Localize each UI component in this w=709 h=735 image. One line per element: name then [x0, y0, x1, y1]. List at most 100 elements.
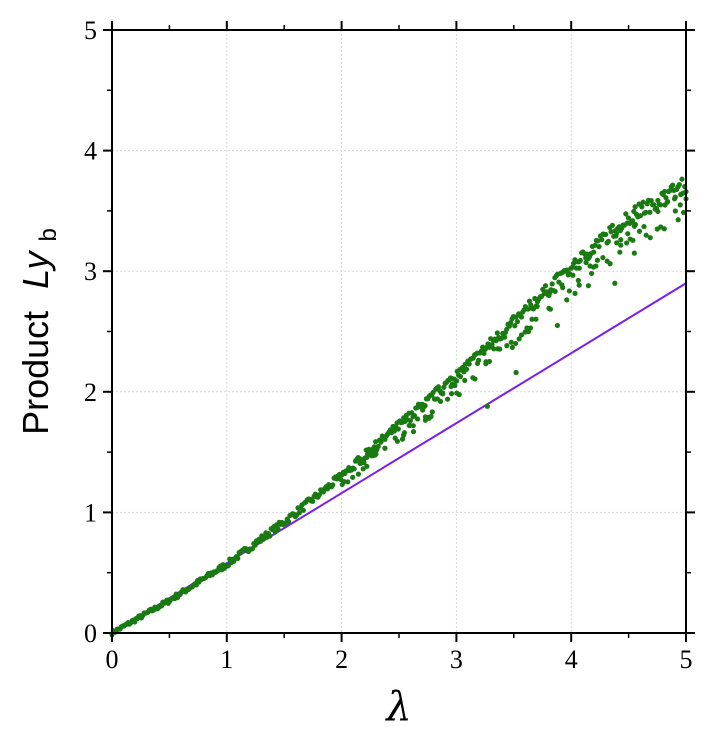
data-point [422, 403, 428, 409]
data-point [330, 482, 336, 488]
data-point [351, 466, 357, 472]
data-point [636, 228, 643, 234]
data-point [623, 211, 629, 217]
data-point [594, 257, 601, 263]
data-point [345, 479, 351, 485]
data-point [670, 182, 676, 188]
data-point [513, 340, 519, 347]
data-point [472, 376, 478, 382]
data-point [625, 231, 631, 237]
x-tick-label: 5 [680, 645, 693, 674]
data-point-outlier [484, 403, 490, 409]
plot-frame [111, 29, 687, 634]
data-point [632, 204, 638, 210]
data-point [593, 263, 599, 269]
data-point [614, 240, 620, 246]
data-point [605, 238, 611, 244]
data-point [596, 244, 602, 250]
y-axis-label-symbol: Ly [15, 249, 56, 288]
data-point [378, 439, 384, 445]
data-point [577, 257, 583, 264]
data-point [462, 377, 468, 384]
data-point [407, 418, 413, 424]
data-point [651, 202, 657, 208]
data-point [599, 237, 605, 243]
data-point [570, 272, 576, 278]
data-point [529, 316, 535, 322]
data-point [572, 290, 578, 296]
data-point [373, 451, 379, 457]
x-axis-label: λ [384, 684, 411, 730]
data-point [452, 382, 458, 389]
data-point [576, 265, 582, 271]
data-point [542, 283, 549, 289]
y-tick-label: 0 [84, 619, 97, 648]
data-point [569, 264, 575, 270]
data-point [576, 282, 582, 288]
data-point [391, 428, 397, 434]
data-point [676, 182, 682, 188]
data-point [372, 439, 379, 445]
data-point [643, 232, 649, 238]
data-point [533, 316, 539, 322]
data-point [648, 197, 654, 204]
x-tick-label: 3 [450, 645, 463, 674]
data-point [591, 249, 597, 255]
y-axis-label: Product Ly b [15, 228, 62, 435]
data-point [474, 360, 481, 366]
y-tick-label: 3 [84, 257, 97, 286]
data-point [364, 463, 370, 469]
data-point [617, 249, 623, 255]
data-point [613, 233, 619, 239]
data-point [547, 306, 554, 312]
data-point [361, 459, 367, 466]
data-point [394, 438, 401, 444]
data-point [466, 361, 472, 367]
data-point [630, 237, 636, 243]
y-axis-label-prefix: Product [15, 311, 56, 435]
data-point [350, 474, 356, 480]
data-point [527, 325, 534, 331]
data-point [525, 306, 531, 312]
data-point [406, 422, 412, 429]
data-point [637, 213, 644, 219]
data-point [512, 323, 518, 329]
data-point [518, 332, 525, 338]
data-point [643, 209, 649, 215]
data-point [275, 526, 281, 532]
data-point [664, 198, 671, 205]
data-point [680, 209, 687, 216]
data-point [595, 238, 601, 244]
data-point [608, 229, 614, 235]
data-point [502, 334, 508, 340]
y-tick-label: 1 [84, 498, 97, 527]
data-point [286, 519, 292, 525]
data-point [625, 215, 632, 221]
data-point [497, 346, 503, 352]
data-point [481, 350, 487, 357]
data-point [364, 454, 370, 460]
y-axis-label-subscript: b [35, 228, 62, 241]
data-point [508, 339, 514, 345]
data-point [609, 222, 616, 228]
ticks: 0 1 2 3 4 5 0 1 2 3 4 5 [84, 16, 695, 674]
data-point [534, 303, 540, 309]
data-layer [109, 176, 689, 638]
data-point [395, 426, 401, 432]
x-tick-label: 4 [565, 645, 578, 674]
data-point-outlier [671, 196, 678, 202]
data-point [540, 286, 546, 292]
data-point [437, 398, 444, 404]
data-point [560, 285, 566, 291]
data-point [588, 270, 595, 277]
data-point [235, 555, 241, 562]
data-point [516, 336, 522, 342]
data-point [552, 288, 558, 295]
data-point [441, 384, 447, 390]
x-tick-label: 2 [335, 645, 348, 674]
data-point-outlier [612, 280, 618, 286]
data-point [267, 533, 273, 539]
data-point [440, 391, 446, 397]
data-point [504, 343, 510, 349]
